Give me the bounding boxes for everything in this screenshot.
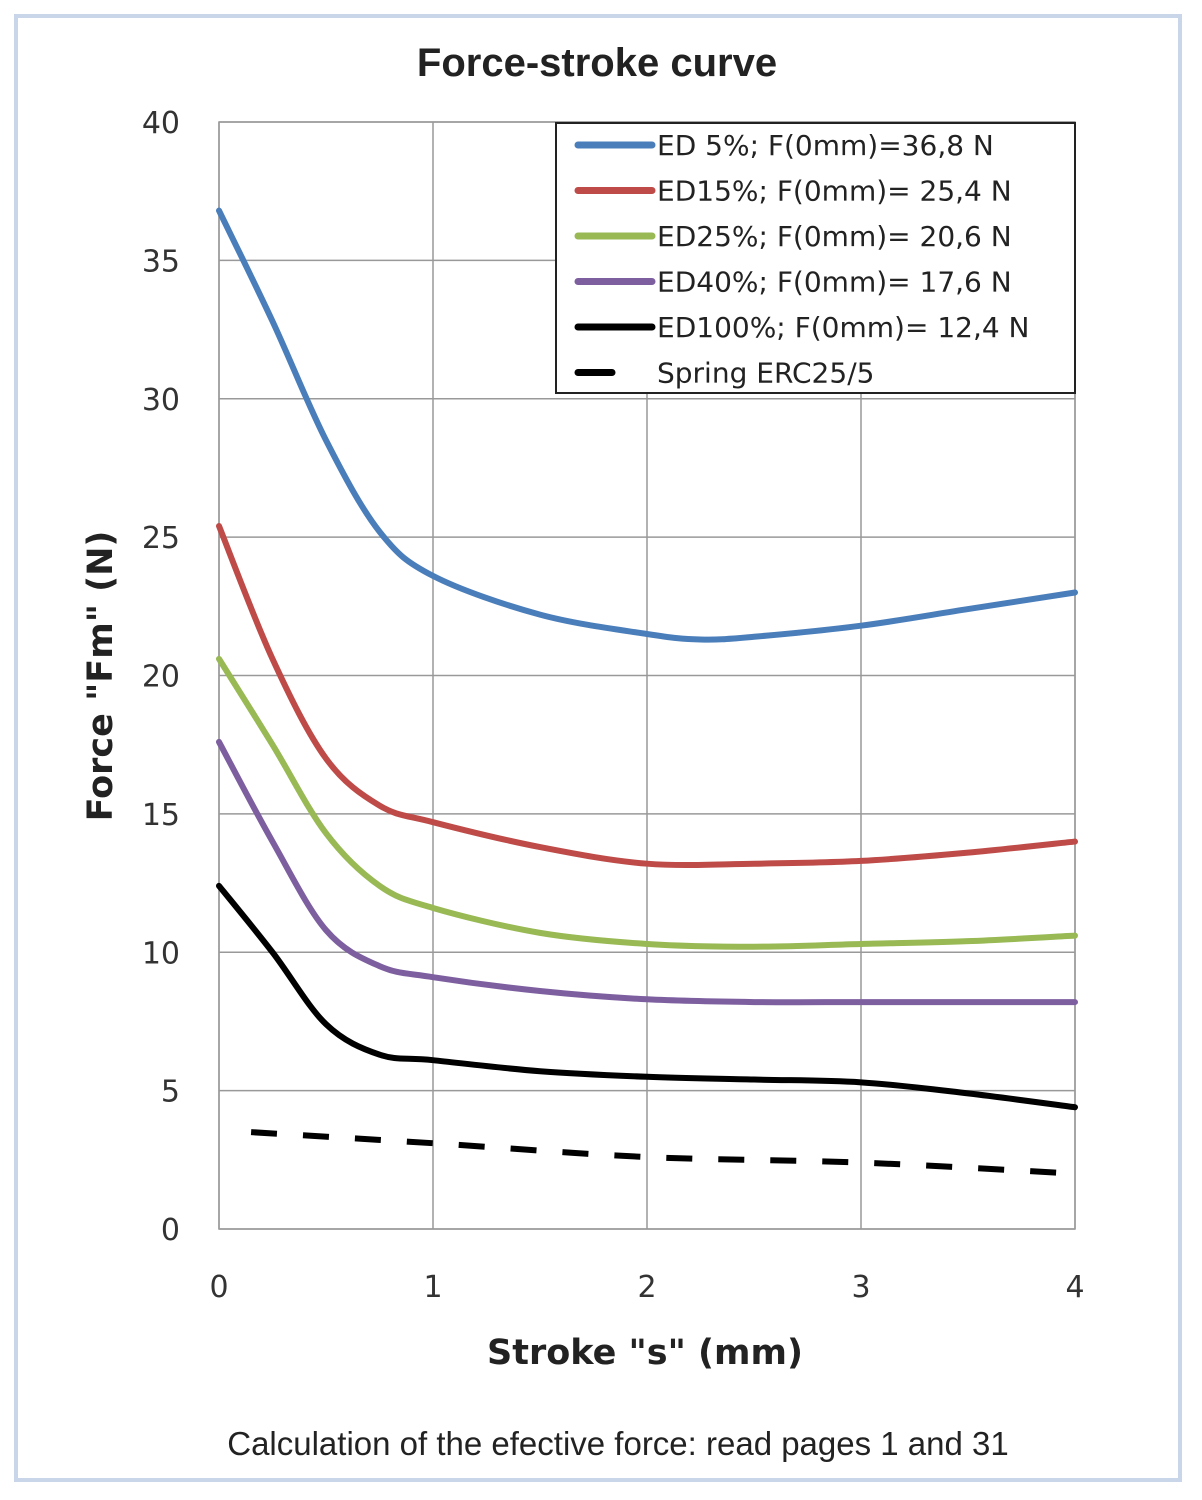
series-line-ed-5- [216,207,1078,643]
y-tick-label: 25 [142,521,180,556]
series-line-ed25- [216,655,1078,950]
series-line-ed40- [216,738,1078,1006]
y-tick-label: 15 [142,798,180,833]
y-tick-label: 0 [161,1213,180,1248]
x-axis-label: Stroke "s" (mm) [487,1333,803,1373]
x-tick-label: 1 [423,1270,442,1305]
y-tick-label: 30 [142,383,180,418]
legend-label-spring-erc25-5: Spring ERC25/5 [657,357,874,390]
footnote: Calculation of the efective force: read … [227,1425,1009,1462]
legend-label-ed25-: ED25%; F(0mm)= 20,6 N [657,220,1012,253]
x-tick-label: 4 [1065,1270,1084,1305]
x-tick-label: 3 [851,1270,870,1305]
y-tick-label: 10 [142,936,180,971]
chart-frame [14,14,1182,1482]
y-tick-label: 20 [142,660,180,695]
series-line-ed100- [216,882,1078,1111]
x-tick-label: 0 [209,1270,228,1305]
legend-label-ed40-: ED40%; F(0mm)= 17,6 N [657,266,1012,299]
y-axis-label: Force "Fm" (N) [81,531,121,822]
legend-label-ed-5-: ED 5%; F(0mm)=36,8 N [657,129,994,162]
legend-box [555,122,1076,394]
y-tick-label: 40 [142,106,180,141]
chart-title: Force-stroke curve [417,41,777,85]
legend-label-ed100-: ED100%; F(0mm)= 12,4 N [657,311,1030,344]
legend-label-ed15-: ED15%; F(0mm)= 25,4 N [657,175,1012,208]
series-line-spring-erc25-5 [250,1129,1076,1177]
y-tick-label: 35 [142,244,180,279]
y-tick-label: 5 [161,1075,180,1110]
x-tick-label: 2 [637,1270,656,1305]
series-line-ed15- [216,523,1078,869]
